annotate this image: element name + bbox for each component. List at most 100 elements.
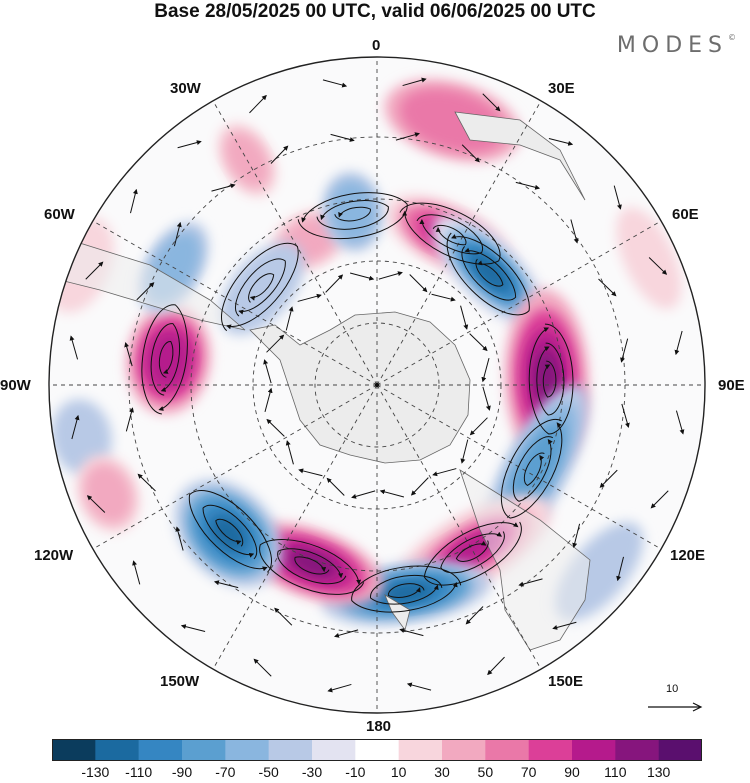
wind-arrow: [326, 477, 345, 496]
meridian-line: [212, 384, 378, 670]
wind-arrow: [410, 477, 429, 496]
wind-arrow: [432, 468, 457, 477]
wind-arrow: [177, 140, 202, 149]
wind-arrow: [173, 221, 182, 247]
colorbar-tick-label: 10: [390, 764, 407, 780]
wind-arrow: [465, 606, 484, 625]
colorbar-swatch: [572, 739, 616, 761]
streamline: [399, 202, 501, 265]
lon-label-90w: 90W: [0, 377, 31, 394]
colorbar-tick-label: 50: [477, 764, 494, 780]
wind-arrow: [330, 133, 355, 142]
colorbar-swatch: [95, 739, 139, 761]
colorbar-tick-label: -110: [125, 764, 153, 780]
lon-label-30w: 30W: [170, 80, 201, 97]
streamline: [370, 574, 443, 605]
wind-arrow: [378, 271, 403, 280]
wind-arrow: [213, 580, 239, 589]
streamlines: [69, 77, 685, 693]
colorbar-tick-label: -90: [171, 764, 193, 780]
streamline: [500, 418, 563, 519]
wind-arrow: [85, 261, 104, 280]
streamline: [297, 192, 408, 240]
latitude-circle: [314, 322, 440, 448]
wind-arrow: [349, 272, 375, 281]
streamline: [141, 304, 188, 415]
wind-arrow: [137, 473, 156, 492]
streamline: [461, 246, 517, 301]
wind-arrow: [249, 94, 267, 114]
wind-arrow: [351, 490, 376, 499]
wind-arrow: [211, 183, 236, 192]
streamline: [387, 583, 425, 598]
wind-arrow: [263, 359, 272, 384]
colorbar: [52, 739, 702, 761]
streamline: [202, 504, 258, 560]
colorbar-swatch: [225, 739, 269, 761]
wind-arrow: [180, 624, 206, 632]
anomaly-contour: [616, 207, 682, 310]
wind-arrow: [274, 607, 293, 626]
pole-marker: [374, 382, 380, 388]
wind-arrow: [621, 403, 630, 428]
meridian-line: [92, 220, 378, 386]
wind-arrow: [552, 621, 577, 630]
wind-arrow: [518, 578, 543, 587]
colorbar-swatch: [485, 739, 529, 761]
wind-arrow: [648, 257, 668, 275]
wind-arrow: [487, 656, 505, 676]
anomaly-contour: [144, 328, 193, 391]
anomaly-contour: [224, 131, 270, 189]
wind-arrow: [402, 77, 427, 87]
colorbar-swatch: [52, 739, 96, 761]
streamline: [432, 224, 467, 246]
wind-arrow: [298, 468, 323, 477]
colorbar-swatch: [268, 739, 313, 761]
lon-label-150w: 150W: [160, 673, 200, 690]
streamline: [455, 540, 489, 562]
colorbar-tick-label: 130: [646, 764, 671, 780]
colorbar-swatch: [615, 739, 659, 761]
wind-arrow: [270, 145, 289, 164]
wind-arrow: [406, 682, 432, 691]
lon-label-60w: 60W: [44, 206, 75, 223]
wind-arrow: [469, 333, 488, 352]
lon-label-120w: 120W: [34, 547, 74, 564]
colorbar-swatch: [312, 739, 356, 761]
streamline: [248, 273, 275, 303]
streamline: [277, 548, 347, 585]
meridian-line: [212, 100, 378, 386]
streamline: [475, 258, 504, 287]
australia: [459, 469, 591, 651]
lon-label-60e: 60E: [672, 206, 699, 223]
colorbar-tick-label: 110: [604, 764, 627, 780]
wind-arrow: [515, 181, 541, 190]
colorbar-tick-label: -50: [258, 764, 279, 780]
wind-arrow: [674, 330, 683, 356]
wind-arrow: [322, 79, 348, 88]
lon-label-180: 180: [366, 718, 392, 735]
colorbar-swatch: [658, 739, 702, 761]
vector-reference: 10: [640, 683, 710, 713]
wind-arrow: [71, 414, 80, 440]
graticule: [49, 57, 705, 713]
wind-arrow: [620, 338, 629, 363]
colorbar-tick-label: -30: [301, 764, 323, 780]
polar-stereographic-map: [48, 56, 706, 714]
wind-arrow: [460, 439, 469, 464]
wind-arrow: [482, 93, 501, 112]
streamline: [512, 436, 554, 502]
streamline: [259, 539, 365, 595]
streamline: [528, 323, 574, 435]
wind-arrow: [285, 306, 294, 331]
lon-label-30e: 30E: [548, 80, 575, 97]
colorbar-swatch: [442, 739, 486, 761]
antarctica: [249, 311, 471, 464]
colorbar-tick-label: 90: [564, 764, 580, 780]
colorbar-tick-label: -70: [215, 764, 236, 780]
colorbar-tick-label: 30: [434, 764, 450, 780]
colorbar-tick-labels: -130 -110 -90 -70 -50 -30 -10 10 30 50 70 90 110 130: [0, 764, 750, 782]
wind-arrow: [69, 335, 79, 360]
streamline: [188, 489, 273, 573]
wind-arrow: [613, 185, 622, 210]
